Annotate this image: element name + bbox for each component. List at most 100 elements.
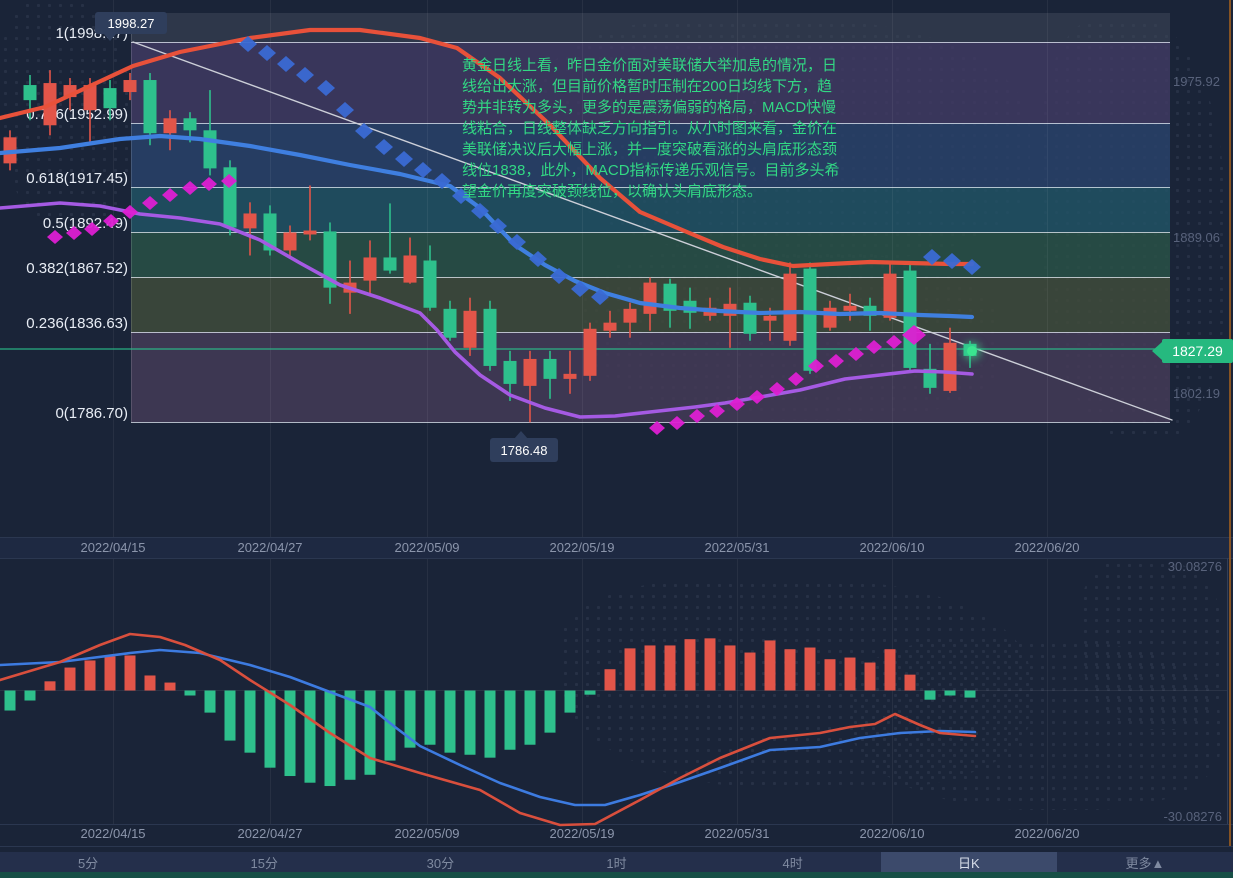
timeframe-5分[interactable]: 5分: [77, 855, 99, 871]
sar-diamond-blue: [296, 67, 314, 83]
candle-body: [743, 302, 757, 334]
macd-histogram-bar: [104, 656, 116, 691]
macd-histogram-bar: [904, 674, 916, 691]
vgridline: [737, 558, 738, 824]
candle-body: [943, 342, 957, 391]
vgridline: [892, 558, 893, 824]
vgridline: [113, 558, 114, 824]
candle-body: [183, 118, 197, 131]
sar-diamond-blue: [550, 268, 568, 284]
candle-body: [923, 368, 937, 388]
panel-right-border: [1227, 558, 1228, 824]
panel-divider: [0, 537, 1233, 538]
candle-body: [83, 85, 97, 111]
macd-histogram-bar: [64, 667, 76, 691]
tooltip-pointer-icon: [514, 431, 528, 439]
date-label: 2022/06/20: [1014, 540, 1080, 555]
vgridline: [1047, 0, 1048, 537]
sar-diamond-magenta: [122, 205, 138, 219]
candle-body: [363, 257, 377, 281]
candle-body: [203, 130, 217, 169]
sar-diamond-magenta: [669, 416, 685, 430]
candle-body: [443, 308, 457, 338]
fib-level-label: 0.236(1836.63): [26, 315, 128, 332]
sar-diamond-blue: [277, 56, 295, 72]
timeframe-30分[interactable]: 30分: [426, 855, 455, 871]
date-label: 2022/05/19: [549, 826, 615, 841]
candle-body: [563, 373, 577, 379]
macd-histogram-bar: [704, 638, 716, 691]
high-price-value: 1998.27: [107, 15, 155, 31]
candle-body: [403, 255, 417, 283]
candle-body: [883, 273, 897, 318]
sar-diamond-blue: [433, 173, 451, 189]
timeframe-4时[interactable]: 4时: [782, 855, 803, 871]
date-label: 2022/06/20: [1014, 826, 1080, 841]
macd-histogram-bar: [944, 690, 956, 696]
fib-band: [131, 232, 1170, 277]
sar-diamond-magenta: [689, 409, 705, 423]
timeframe-更多▲[interactable]: 更多▲: [1125, 855, 1165, 871]
tooltip-pointer-icon: [103, 33, 117, 41]
macd-histogram-bar: [304, 690, 316, 783]
candle-body: [23, 85, 37, 101]
macd-histogram-bar: [744, 652, 756, 691]
fib-line: [131, 123, 1170, 124]
current-price-tag: 1827.29: [1152, 339, 1233, 363]
timeframe-日K[interactable]: 日K: [880, 852, 1057, 872]
sar-diamond-blue: [414, 162, 432, 178]
date-label: 2022/05/09: [394, 540, 460, 555]
candle-body: [283, 232, 297, 251]
macd-histogram-bar: [564, 690, 576, 713]
macd-histogram-bar: [264, 690, 276, 768]
sar-diamond-magenta-large: [902, 325, 926, 345]
low-price-value: 1786.48: [500, 442, 548, 458]
candle-body: [803, 268, 817, 371]
timeframe-15分[interactable]: 15分: [250, 855, 278, 871]
sar-diamond-magenta: [103, 214, 119, 228]
annotation-line: 望金价再度突破颈线位，以确认头肩底形态。: [462, 183, 763, 200]
panel-divider: [0, 824, 1233, 825]
candle-body: [903, 270, 917, 368]
timeframe-1时[interactable]: 1时: [606, 855, 627, 871]
date-label: 2022/06/10: [859, 540, 925, 555]
sar-diamond-magenta: [182, 181, 198, 195]
sar-diamond-magenta: [649, 421, 665, 435]
macd-dea-line: [0, 648, 977, 807]
sar-diamond-magenta: [848, 347, 864, 361]
sar-diamond-blue: [508, 234, 526, 250]
sar-diamond-magenta: [162, 188, 178, 202]
price-axis-label: 1889.06: [1173, 230, 1220, 245]
candle-body: [843, 305, 857, 311]
ma-purple-line: [0, 201, 974, 419]
bottom-accent-strip: [0, 872, 1233, 878]
sar-diamond-blue: [355, 123, 373, 139]
date-axis-main[interactable]: [0, 538, 1233, 558]
fib-level-label: 0.382(1867.52): [26, 260, 128, 277]
candle-body: [383, 257, 397, 271]
panel-divider: [0, 558, 1233, 559]
macd-histogram-bar: [204, 690, 216, 713]
trendline: [132, 41, 1173, 421]
annotation-line: 黄金日线上看，昨日金价面对美联储大举加息的情况，日: [462, 57, 838, 74]
analysis-annotation: 黄金日线上看，昨日金价面对美联储大举加息的情况，日 线给出大涨，但目前价格暂时压制…: [462, 55, 840, 202]
sar-diamond-magenta: [221, 174, 237, 188]
macd-histogram-bar: [44, 681, 56, 691]
annotation-line: 线粘合，日线整体缺乏方向指引。从小时图来看，金价在: [462, 120, 838, 137]
macd-histogram-bar: [684, 639, 696, 691]
vgridline: [582, 558, 583, 824]
macd-min-label: -30.08276: [1163, 809, 1222, 824]
latest-bar-line: [1229, 0, 1231, 846]
macd-histogram-bar: [184, 690, 196, 696]
candle-body: [863, 305, 877, 316]
annotation-line: 美联储决议后大幅上涨，并一度突破看涨的头肩底形态颈: [462, 141, 838, 158]
macd-histogram-bar: [604, 669, 616, 691]
macd-histogram-bar: [544, 690, 556, 733]
date-label: 2022/06/10: [859, 826, 925, 841]
candle-body: [163, 118, 177, 134]
macd-histogram-bar: [324, 690, 336, 787]
fib-line: [131, 187, 1170, 188]
annotation-line: 势并非转为多头，更多的是震荡偏弱的格局，MACD快慢: [462, 99, 837, 116]
